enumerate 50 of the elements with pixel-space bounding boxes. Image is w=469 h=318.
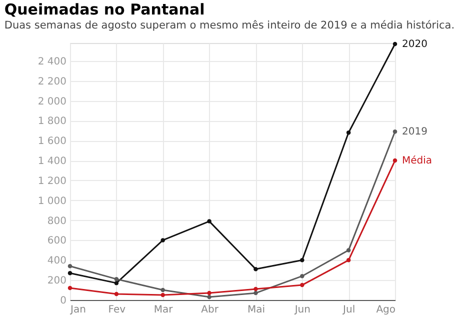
y-tick-label: 0 bbox=[60, 296, 66, 306]
y-tick-label: 200 bbox=[47, 276, 66, 287]
x-tick-label: Abr bbox=[201, 304, 220, 316]
y-tick-label: 1 400 bbox=[38, 156, 66, 168]
y-tick-label: 2 200 bbox=[38, 76, 66, 88]
y-tick-label: 2 000 bbox=[38, 96, 66, 108]
point bbox=[114, 276, 119, 282]
x-tick-label: Ago bbox=[376, 304, 396, 316]
point bbox=[254, 267, 258, 272]
point bbox=[254, 290, 258, 296]
y-tick-label: 400 bbox=[47, 256, 66, 267]
point bbox=[68, 286, 72, 290]
point bbox=[300, 258, 304, 262]
point bbox=[114, 280, 119, 286]
x-tick-label: Jul bbox=[342, 304, 356, 316]
y-tick-label: 1 200 bbox=[38, 176, 66, 187]
series-label: 2020 bbox=[402, 38, 428, 50]
y-tick-label: 1 800 bbox=[38, 116, 66, 128]
point bbox=[68, 270, 72, 276]
chart-title: Queimadas no Pantanal bbox=[4, 0, 205, 18]
x-tick-label: Jan bbox=[70, 304, 86, 316]
x-tick-label: Jun bbox=[294, 304, 310, 316]
y-tick-label: 800 bbox=[47, 216, 66, 227]
y-tick-label: 2 400 bbox=[38, 56, 66, 68]
y-tick-label: 600 bbox=[47, 236, 66, 247]
point bbox=[254, 286, 258, 292]
y-tick-label: 1 000 bbox=[38, 196, 66, 207]
point bbox=[160, 288, 165, 292]
y-tick-label: 1 600 bbox=[38, 136, 66, 148]
series-label: 2019 bbox=[402, 126, 428, 138]
point bbox=[114, 292, 119, 296]
point bbox=[68, 264, 72, 268]
point bbox=[300, 282, 304, 288]
point bbox=[392, 158, 398, 163]
point bbox=[207, 219, 212, 224]
x-tick-label: Fev bbox=[108, 304, 126, 316]
point bbox=[160, 238, 165, 242]
point bbox=[346, 130, 351, 135]
x-tick-label: Mai bbox=[247, 304, 265, 316]
point bbox=[300, 274, 304, 278]
point bbox=[346, 248, 351, 252]
point bbox=[392, 130, 398, 134]
point bbox=[207, 294, 212, 300]
x-tick-label: Mar bbox=[154, 304, 174, 316]
series-label: Média bbox=[402, 156, 432, 167]
point bbox=[392, 42, 398, 46]
point bbox=[207, 290, 212, 296]
point bbox=[160, 292, 165, 298]
chart-subtitle: Duas semanas de agosto superam o mesmo mês inteiro de 2019 e a média histórica. bbox=[4, 19, 455, 32]
point bbox=[346, 258, 351, 262]
